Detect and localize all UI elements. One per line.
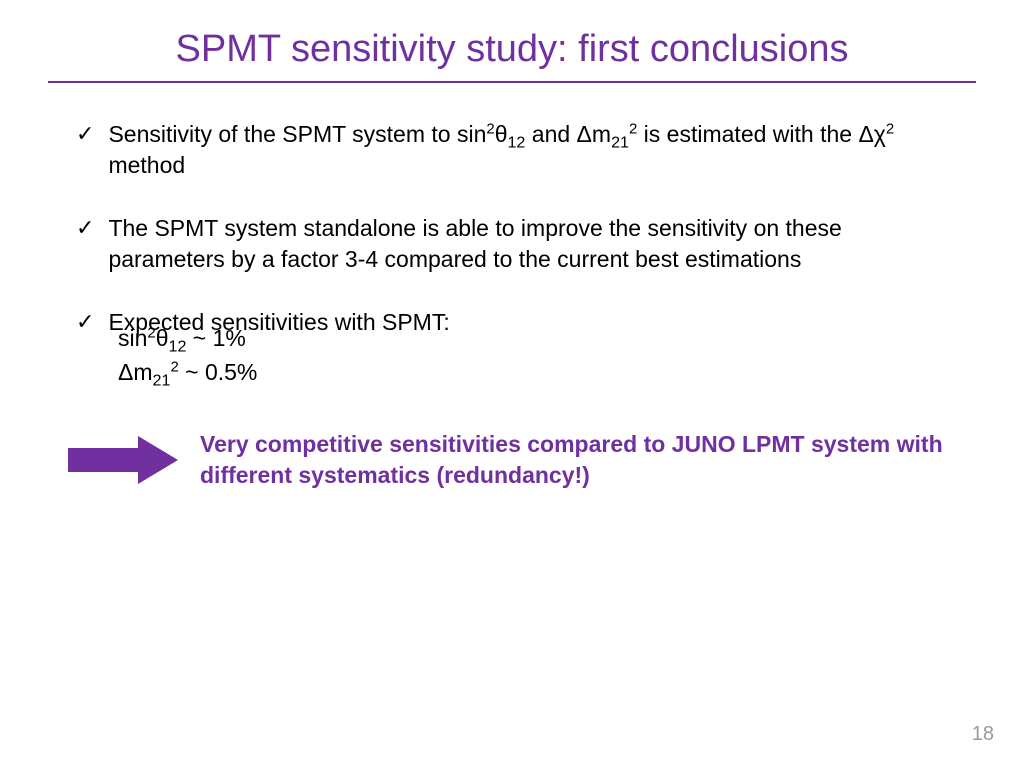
slide: SPMT sensitivity study: first conclusion… (0, 0, 1024, 768)
check-icon: ✓ (76, 119, 94, 150)
check-icon: ✓ (76, 307, 94, 338)
bullet-list: ✓ Sensitivity of the SPMT system to sin2… (48, 119, 976, 338)
title-underline (48, 81, 976, 83)
sub-bullet-text: Δm212 ~ 0.5% (118, 356, 976, 389)
bullet-item: ✓ Sensitivity of the SPMT system to sin2… (76, 119, 956, 181)
callout-text: Very competitive sensitivities compared … (200, 429, 946, 491)
page-number: 18 (972, 723, 994, 746)
bullet-item: ✓ The SPMT system standalone is able to … (76, 213, 956, 275)
check-icon: ✓ (76, 213, 94, 244)
bullet-text: The SPMT system standalone is able to im… (108, 213, 956, 275)
arrow-right-icon (68, 436, 178, 484)
callout-row: Very competitive sensitivities compared … (48, 429, 976, 491)
slide-title: SPMT sensitivity study: first conclusion… (48, 28, 976, 81)
bullet-text: Sensitivity of the SPMT system to sin2θ1… (108, 119, 956, 181)
